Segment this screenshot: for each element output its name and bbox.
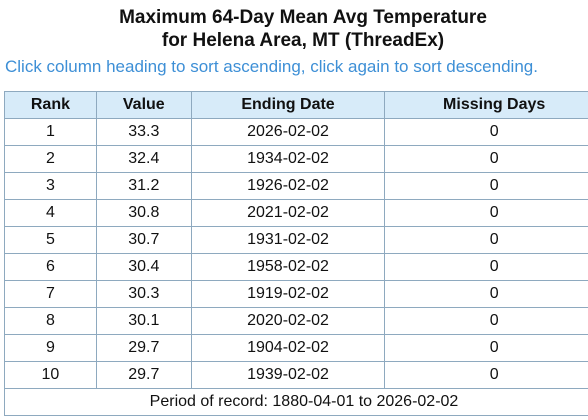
missing-days-cell: 0 [384, 253, 588, 281]
value-cell: 30.4 [95, 253, 192, 281]
value-cell: 31.2 [95, 172, 192, 200]
table-row: 3 31.2 1926-02-02 0 [4, 172, 588, 200]
rank-cell: 4 [4, 199, 97, 227]
rank-cell: 9 [4, 334, 97, 362]
ending-date-cell: 1919-02-02 [190, 280, 386, 308]
missing-days-cell: 0 [384, 172, 588, 200]
value-cell: 30.8 [95, 199, 192, 227]
rank-cell: 10 [4, 361, 97, 389]
value-cell: 30.7 [95, 226, 192, 254]
missing-days-cell: 0 [384, 199, 588, 227]
rank-cell: 7 [4, 280, 97, 308]
missing-days-cell: 0 [384, 145, 588, 173]
missing-days-cell: 0 [384, 118, 588, 146]
sort-hint: Click column heading to sort ascending, … [5, 57, 538, 76]
value-cell: 29.7 [95, 361, 192, 389]
missing-days-cell: 0 [384, 361, 588, 389]
page-title: Maximum 64-Day Mean Avg Temperature for … [0, 6, 588, 52]
column-header-rank[interactable]: Rank [4, 91, 97, 119]
rank-cell: 5 [4, 226, 97, 254]
table-row: 4 30.8 2021-02-02 0 [4, 199, 588, 227]
table-row: 2 32.4 1934-02-02 0 [4, 145, 588, 173]
rank-cell: 3 [4, 172, 97, 200]
table-row: 7 30.3 1919-02-02 0 [4, 280, 588, 308]
missing-days-cell: 0 [384, 226, 588, 254]
ending-date-cell: 2021-02-02 [190, 199, 386, 227]
table-row: 6 30.4 1958-02-02 0 [4, 253, 588, 281]
value-cell: 30.3 [95, 280, 192, 308]
ending-date-cell: 2026-02-02 [190, 118, 386, 146]
missing-days-cell: 0 [384, 307, 588, 335]
table-row: 10 29.7 1939-02-02 0 [4, 361, 588, 389]
results-table: Rank Value Ending Date Missing Days 1 33.… [4, 91, 588, 416]
value-cell: 32.4 [95, 145, 192, 173]
footer-row: Period of record: 1880-04-01 to 2026-02-… [4, 388, 588, 416]
table-row: 9 29.7 1904-02-02 0 [4, 334, 588, 362]
period-of-record: Period of record: 1880-04-01 to 2026-02-… [4, 388, 588, 416]
table-row: 1 33.3 2026-02-02 0 [4, 118, 588, 146]
title-line-2: for Helena Area, MT (ThreadEx) [161, 30, 445, 51]
value-cell: 33.3 [95, 118, 192, 146]
missing-days-cell: 0 [384, 280, 588, 308]
ending-date-cell: 1926-02-02 [190, 172, 386, 200]
ending-date-cell: 1939-02-02 [190, 361, 386, 389]
ending-date-cell: 1958-02-02 [190, 253, 386, 281]
column-header-ending-date[interactable]: Ending Date [190, 91, 386, 119]
column-header-value[interactable]: Value [95, 91, 192, 119]
value-cell: 30.1 [95, 307, 192, 335]
ending-date-cell: 1931-02-02 [190, 226, 386, 254]
rank-cell: 2 [4, 145, 97, 173]
ending-date-cell: 2020-02-02 [190, 307, 386, 335]
header-row: Rank Value Ending Date Missing Days [4, 91, 588, 119]
value-cell: 29.7 [95, 334, 192, 362]
rank-cell: 6 [4, 253, 97, 281]
title-line-1: Maximum 64-Day Mean Avg Temperature [119, 7, 487, 28]
rank-cell: 1 [4, 118, 97, 146]
ending-date-cell: 1904-02-02 [190, 334, 386, 362]
missing-days-cell: 0 [384, 334, 588, 362]
ending-date-cell: 1934-02-02 [190, 145, 386, 173]
rank-cell: 8 [4, 307, 97, 335]
column-header-missing-days[interactable]: Missing Days [384, 91, 588, 119]
table-row: 5 30.7 1931-02-02 0 [4, 226, 588, 254]
table-row: 8 30.1 2020-02-02 0 [4, 307, 588, 335]
